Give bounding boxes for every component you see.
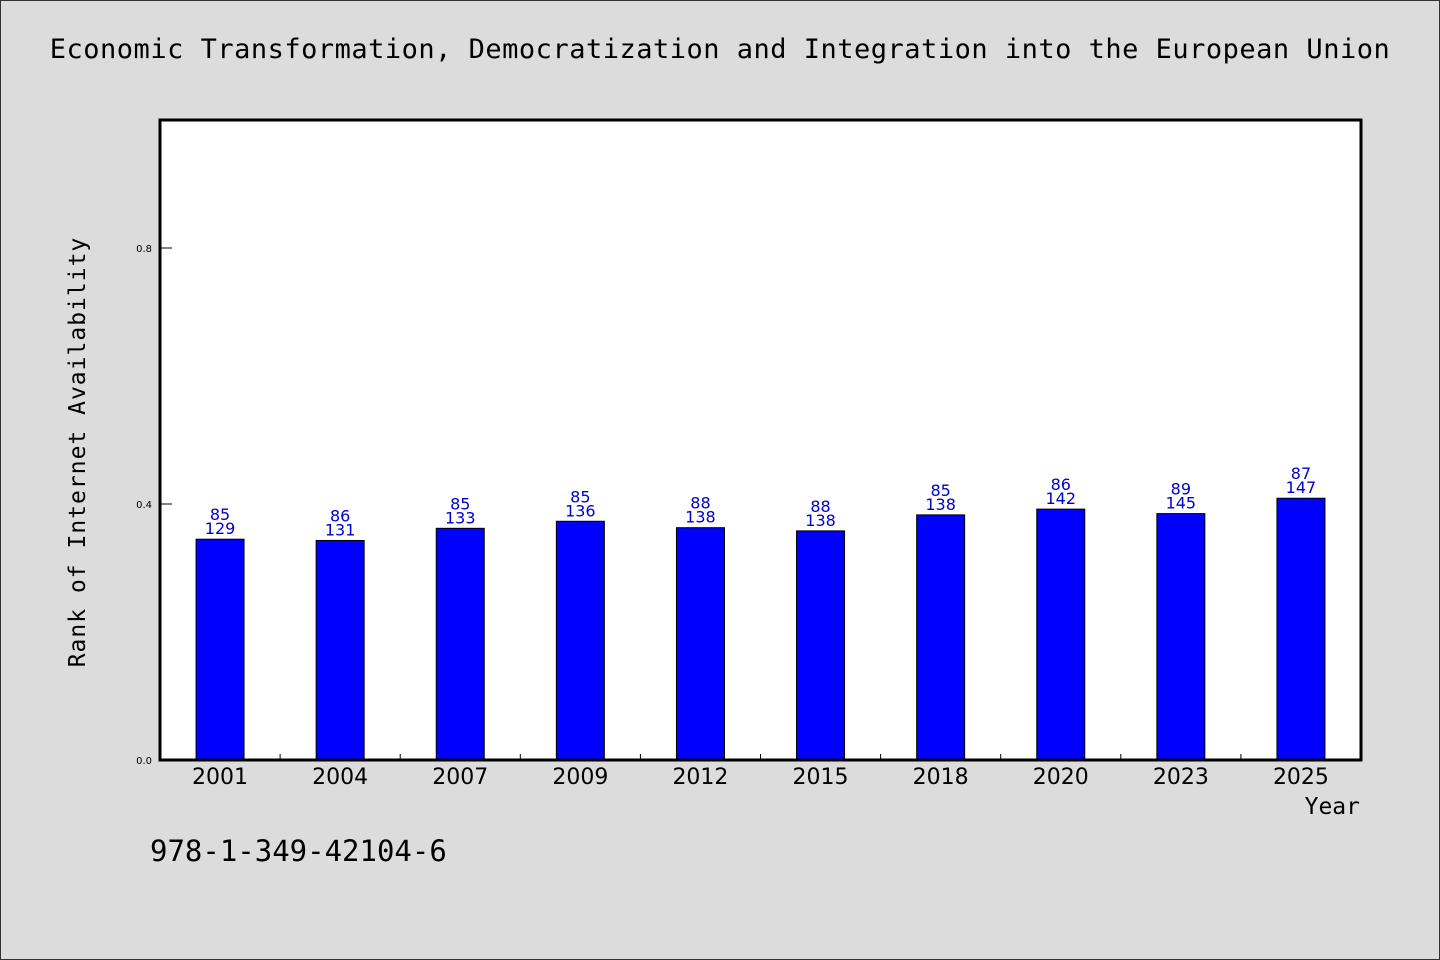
isbn-code: 978-1-349-42104-6 xyxy=(150,834,447,868)
bar-label-bottom: 138 xyxy=(805,511,836,530)
x-tick-label: 2025 xyxy=(1273,765,1329,790)
bar-label-top: 88 xyxy=(690,494,710,513)
plot-border xyxy=(158,118,1363,762)
x-tick-label: 2004 xyxy=(312,765,368,790)
chart-title: Economic Transformation, Democratization… xyxy=(49,34,1391,65)
x-tick-label: 2020 xyxy=(1033,765,1089,790)
bar xyxy=(675,527,725,761)
x-tick-label: 2009 xyxy=(552,765,608,790)
x-tick-label: 2023 xyxy=(1153,765,1209,790)
bar-label-bottom: 138 xyxy=(925,495,956,514)
bar xyxy=(1276,497,1326,761)
y-tick-label: 0.0 xyxy=(136,756,152,767)
bar-label-top: 89 xyxy=(1171,480,1191,499)
bar xyxy=(315,539,365,761)
x-tick-label: 2015 xyxy=(793,765,849,790)
bar-label-bottom: 147 xyxy=(1286,478,1317,497)
bar-label-bottom: 129 xyxy=(205,519,236,538)
bar-label-top: 86 xyxy=(330,506,350,525)
bar-label-bottom: 138 xyxy=(685,508,716,527)
bar-label-bottom: 136 xyxy=(565,501,596,520)
bar-label-top: 86 xyxy=(1051,475,1071,494)
bar-label-bottom: 142 xyxy=(1045,489,1076,508)
bar-label-bottom: 145 xyxy=(1166,494,1197,513)
y-tick-label: 0.8 xyxy=(136,244,152,255)
bar-label-top: 85 xyxy=(210,505,230,524)
bar xyxy=(796,530,846,761)
bar-label-bottom: 131 xyxy=(325,520,356,539)
bar xyxy=(555,520,605,761)
x-tick-label: 2007 xyxy=(432,765,488,790)
bar xyxy=(195,538,245,761)
x-axis-label: Year xyxy=(1304,794,1360,820)
bar-label-top: 85 xyxy=(450,494,470,513)
x-tick-label: 2012 xyxy=(672,765,728,790)
x-tick-label: 2001 xyxy=(192,765,248,790)
y-tick-label: 0.4 xyxy=(136,500,152,511)
bar-label-top: 88 xyxy=(810,497,830,516)
bar-label-top: 85 xyxy=(930,481,950,500)
bar xyxy=(916,514,966,761)
bar xyxy=(1156,513,1206,761)
bar-label-bottom: 133 xyxy=(445,508,476,527)
bar-label-top: 85 xyxy=(570,487,590,506)
x-tick-label: 2018 xyxy=(913,765,969,790)
bar-label-top: 87 xyxy=(1291,464,1311,483)
bar xyxy=(1036,508,1086,761)
bar xyxy=(435,527,485,761)
